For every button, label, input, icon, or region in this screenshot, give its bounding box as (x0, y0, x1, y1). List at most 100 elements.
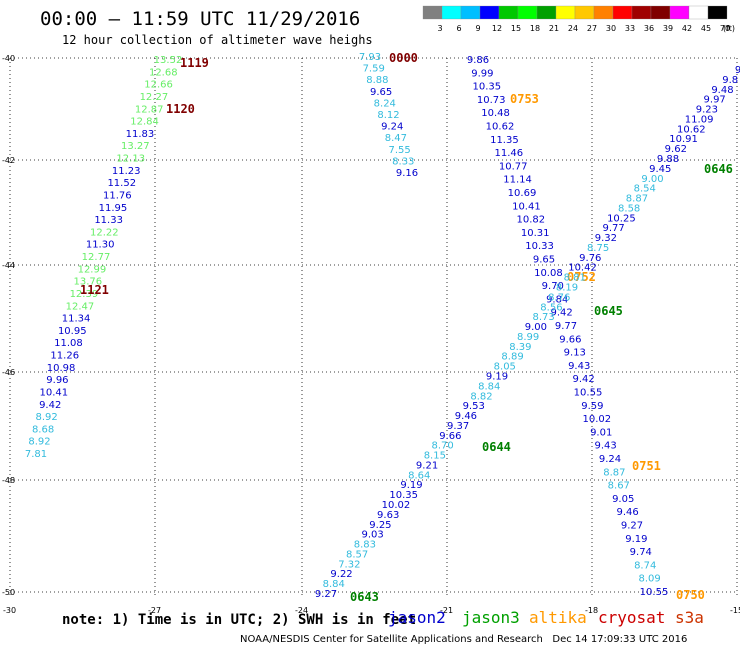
wave-height-label: 12.13 (116, 154, 145, 165)
colorbar-swatch (479, 5, 500, 20)
wave-height-label: 12.77 (82, 252, 111, 263)
page-title: 00:00 — 11:59 UTC 11/29/2016 (40, 8, 361, 30)
pass-time-label: 0000 (389, 51, 418, 65)
wave-height-label: 8.47 (385, 133, 407, 144)
legend-altika: altika (529, 608, 587, 627)
wave-height-label: 11.76 (103, 190, 132, 201)
wave-height-label: 9.21 (416, 460, 438, 471)
page-subtitle: 12 hour collection of altimeter wave hei… (62, 33, 373, 47)
wave-height-label: 9.74 (630, 547, 652, 558)
wave-height-label: 9.23 (696, 105, 718, 116)
wave-height-label: 10.55 (640, 587, 669, 598)
wave-height-label: 8.57 (346, 549, 368, 560)
y-tick-label: -40 (2, 54, 15, 63)
wave-height-label: 11.34 (62, 314, 91, 325)
colorbar-swatch (460, 5, 481, 20)
wave-height-label: 12.47 (66, 301, 95, 312)
credits: NOAA/NESDIS Center for Satellite Applica… (240, 634, 688, 645)
wave-height-label: 8.83 (354, 540, 376, 551)
pass-time-label: 0753 (510, 92, 539, 106)
wave-height-label: 8.09 (638, 574, 660, 585)
colorbar-swatch (688, 5, 709, 20)
wave-height-label: 8.15 (424, 451, 446, 462)
wave-height-label: 9.62 (665, 144, 687, 155)
pass-time-label: 1121 (80, 283, 109, 297)
colorbar-swatch (498, 5, 519, 20)
wave-height-label: 10.41 (39, 387, 68, 398)
colorbar-swatch (536, 5, 557, 20)
wave-height-label: 12.87 (135, 104, 164, 115)
x-tick-label: -18 (585, 606, 598, 615)
wave-height-label: 9.77 (555, 321, 577, 332)
wave-height-label: 10.41 (512, 201, 541, 212)
wave-height-label: 8.19 (556, 283, 578, 294)
wave-height-label: 12.39 (70, 289, 99, 300)
wave-height-label: 10.62 (677, 124, 706, 135)
wave-height-label: 8.33 (392, 156, 414, 167)
colorbar-swatch (631, 5, 652, 20)
wave-height-label: 11.26 (50, 351, 79, 362)
wave-height-label: 9.66 (559, 334, 581, 345)
wave-height-label: 8.84 (323, 579, 345, 590)
wave-height-label: 9.63 (377, 510, 399, 521)
wave-height-label: 11.35 (490, 135, 519, 146)
wave-height-label: 9.13 (564, 348, 586, 359)
wave-height-label: 9 (735, 65, 740, 76)
wave-height-label: 11.95 (99, 203, 128, 214)
wave-height-label: 10.91 (669, 134, 698, 145)
wave-height-label: 8.70 (431, 441, 453, 452)
wave-height-label: 9.00 (525, 322, 547, 333)
wave-height-label: 7.81 (25, 449, 47, 460)
wave-height-label: 9.16 (396, 168, 418, 179)
wave-height-label: 10.98 (47, 363, 76, 374)
wave-height-label: 9.76 (579, 253, 601, 264)
wave-height-label: 9.45 (649, 164, 671, 175)
wave-height-label: 8.81 (564, 273, 586, 284)
wave-height-label: 9.42 (39, 400, 61, 411)
wave-height-label: 9.00 (641, 174, 663, 185)
wave-height-label: 13.27 (121, 141, 150, 152)
wave-height-label: 9.65 (370, 87, 392, 98)
pass-time-label: 0643 (350, 590, 379, 604)
colorbar-swatch (422, 5, 443, 20)
pass-time-label: 1120 (166, 102, 195, 116)
wave-height-label: 12.84 (130, 117, 159, 128)
wave-height-label: 8.67 (608, 481, 630, 492)
colorbar-label: 36 (644, 24, 654, 33)
wave-height-label: 8.74 (634, 560, 656, 571)
altimeter-track: 9.86 9.99 10.35 10.73 10.48 10.62 11.35 11.46 10… (467, 55, 705, 602)
wave-height-label: 10.48 (481, 108, 510, 119)
wave-height-label: 8.92 (36, 412, 58, 423)
wave-height-label: 8.87 (603, 467, 625, 478)
wave-height-label: 8.05 (494, 362, 516, 373)
wave-height-label: 8.99 (517, 332, 539, 343)
wave-height-label: 11.14 (503, 175, 532, 186)
wave-height-label: 10.73 (477, 95, 506, 106)
wave-height-label: 9.25 (369, 520, 391, 531)
wave-height-label: 9.19 (400, 480, 422, 491)
wave-height-label: 10.33 (525, 241, 554, 252)
wave-height-label: 11.08 (54, 338, 83, 349)
wave-height-label: 12.99 (78, 264, 107, 275)
axis-ticks: -40 -42 -44 -46 -48 -50 -30 -27 -24 -21 -18 -15 (2, 54, 740, 615)
wave-height-label: 10.35 (389, 490, 418, 501)
wave-height-label: 7.59 (363, 64, 385, 75)
colorbar-label: 18 (530, 24, 540, 33)
wave-height-label: 7.55 (388, 145, 410, 156)
wave-height-label: 12.27 (140, 92, 169, 103)
wave-height-label: 10.35 (472, 82, 501, 93)
pass-time-label: 0752 (567, 270, 596, 284)
pass-time-label: 0645 (594, 304, 623, 318)
colorbar-label: 3 (437, 24, 442, 33)
footer-note: note: 1) Time is in UTC; 2) SWH is in fe… (62, 612, 417, 628)
wave-height-label: 10.55 (574, 388, 603, 399)
x-tick-label: -15 (730, 606, 740, 615)
wave-height-label: 9.37 (447, 421, 469, 432)
wave-height-label: 9.99 (471, 68, 493, 79)
colorbar-label: 12 (492, 24, 502, 33)
wave-height-label: 9.88 (657, 154, 679, 165)
wave-height-label: 11.23 (112, 166, 141, 177)
pass-time-label: 1119 (180, 56, 209, 70)
